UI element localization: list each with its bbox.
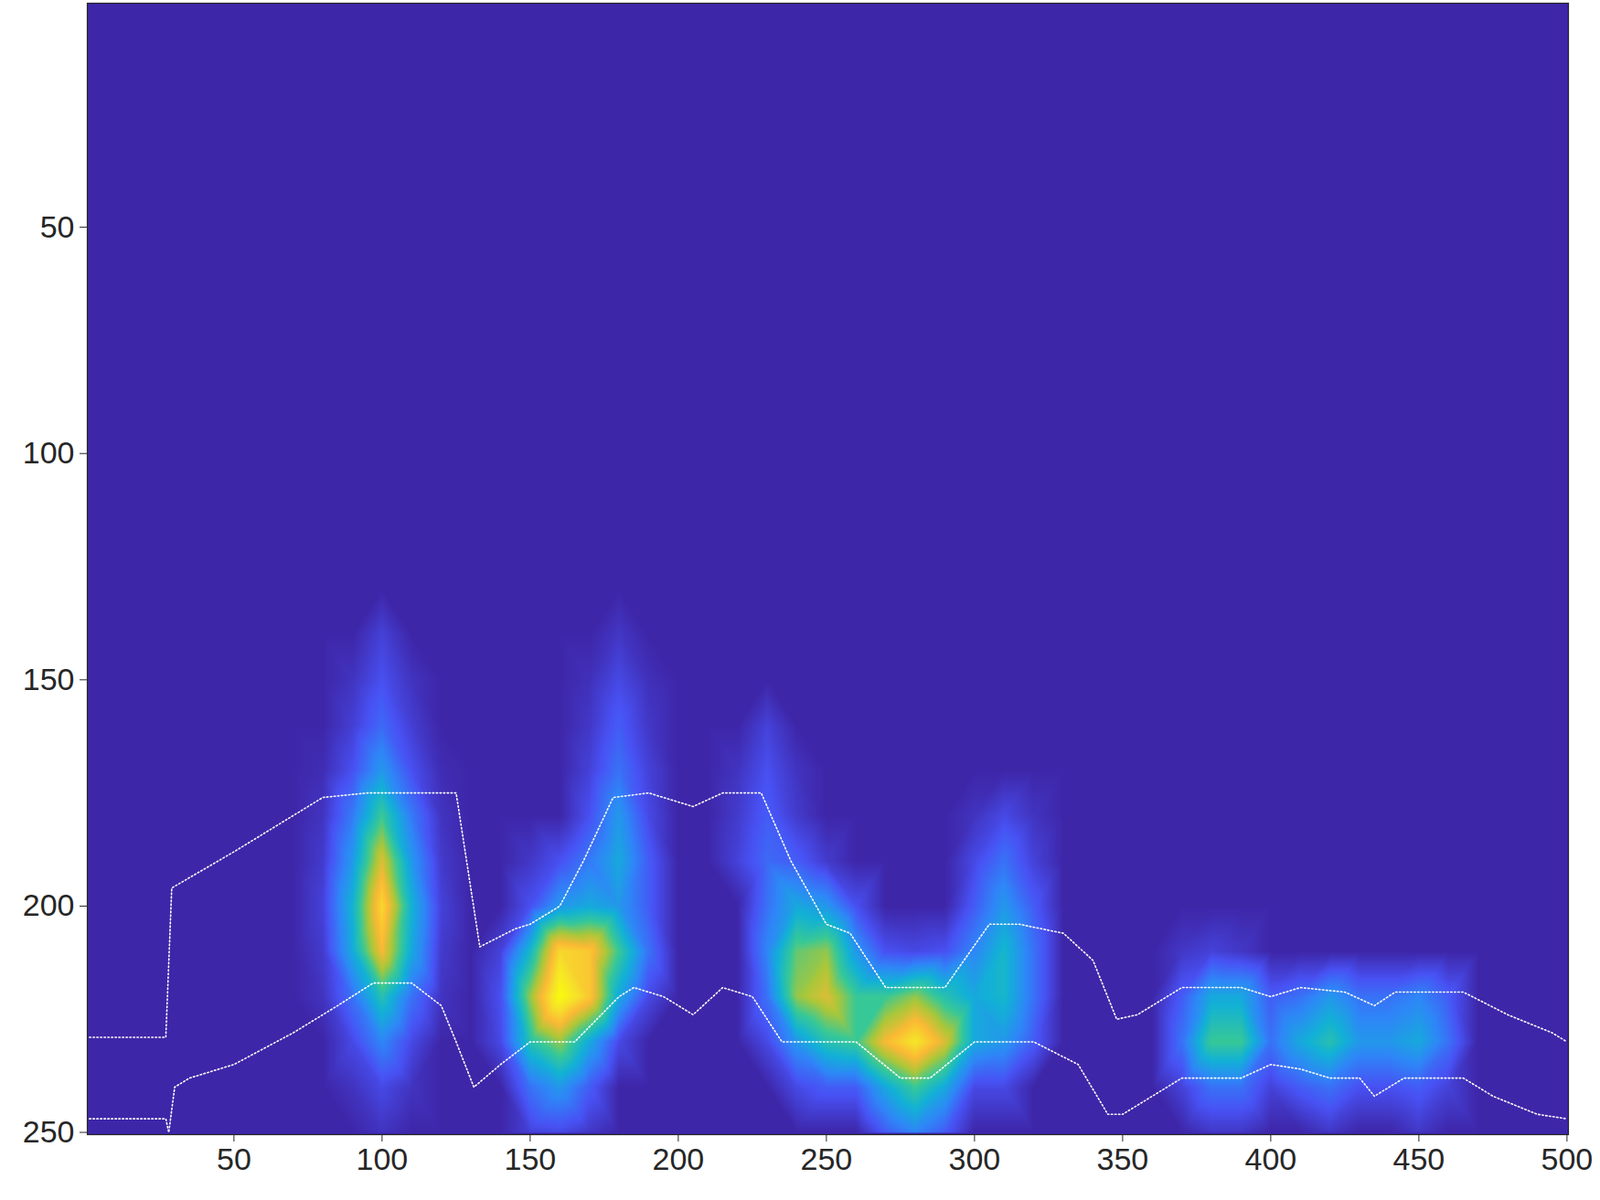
svg-text:200: 200 [22, 887, 75, 923]
svg-text:150: 150 [504, 1141, 557, 1177]
svg-text:100: 100 [22, 435, 75, 470]
svg-text:50: 50 [40, 209, 75, 245]
svg-text:250: 250 [800, 1141, 854, 1177]
svg-text:100: 100 [356, 1141, 409, 1177]
svg-text:50: 50 [216, 1141, 252, 1177]
svg-text:250: 250 [22, 1114, 75, 1150]
svg-text:350: 350 [1097, 1141, 1150, 1177]
svg-text:300: 300 [949, 1141, 1002, 1177]
svg-text:200: 200 [652, 1141, 705, 1177]
svg-text:450: 450 [1393, 1141, 1446, 1177]
svg-text:150: 150 [22, 661, 75, 697]
svg-text:400: 400 [1245, 1141, 1298, 1177]
svg-text:500: 500 [1541, 1141, 1594, 1177]
